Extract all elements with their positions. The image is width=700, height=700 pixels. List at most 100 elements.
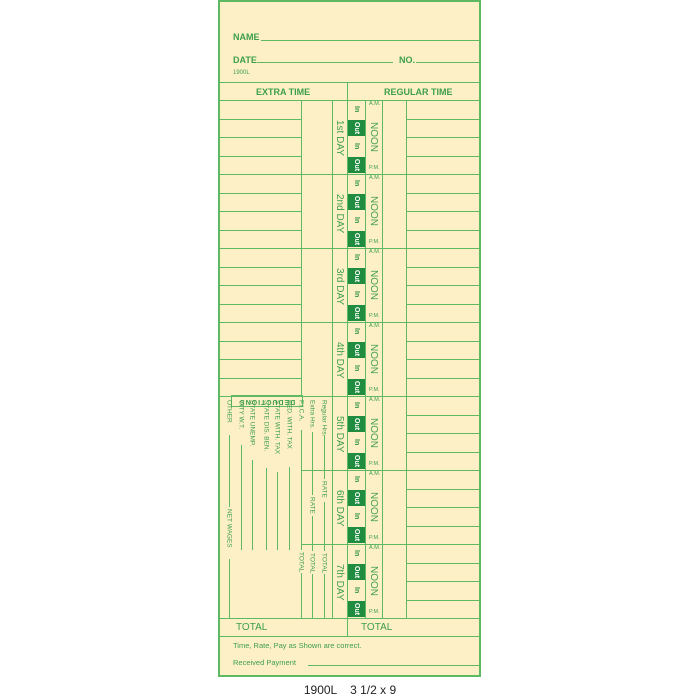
day-divider bbox=[301, 248, 406, 249]
total-right: TOTAL bbox=[361, 622, 393, 633]
punch-in-cell[interactable]: In bbox=[348, 545, 365, 562]
punch-label: In bbox=[353, 513, 360, 520]
punch-in-cell[interactable]: In bbox=[348, 323, 365, 340]
punch-out-cell[interactable]: Out bbox=[348, 489, 365, 506]
noon-label: NOON bbox=[368, 270, 379, 300]
day-label: 5th DAY bbox=[334, 416, 345, 453]
regular-time-row bbox=[406, 211, 481, 212]
punch-in-cell[interactable]: In bbox=[348, 212, 365, 229]
punch-out-cell[interactable]: Out bbox=[348, 452, 365, 469]
pm-label: P.M. bbox=[369, 535, 380, 541]
punch-label: Out bbox=[353, 232, 360, 245]
punch-out-cell[interactable]: Out bbox=[348, 267, 365, 284]
deduction-label: CITY W.T. bbox=[237, 400, 245, 430]
regular-time-heading: REGULAR TIME bbox=[384, 87, 453, 97]
product-caption: 1900L 3 1/2 x 9 bbox=[303, 683, 397, 697]
punch-out-cell[interactable]: Out bbox=[348, 378, 365, 395]
regular-time-row bbox=[406, 248, 481, 249]
rule-line bbox=[301, 100, 302, 396]
extra-time-row bbox=[220, 155, 301, 157]
rule-line bbox=[218, 82, 481, 83]
rule-line bbox=[382, 100, 383, 618]
date-field[interactable] bbox=[257, 62, 393, 63]
regular-time-row bbox=[406, 451, 481, 453]
am-label: A.M. bbox=[369, 101, 381, 107]
punch-in-cell[interactable]: In bbox=[348, 397, 365, 414]
total-label: TOTAL bbox=[297, 552, 305, 573]
am-label: A.M. bbox=[369, 471, 381, 477]
extra-time-row bbox=[220, 396, 301, 397]
regular-time-row bbox=[406, 192, 481, 194]
punch-out-cell[interactable]: Out bbox=[348, 526, 365, 543]
punch-out-cell[interactable]: Out bbox=[348, 415, 365, 432]
regular-time-row bbox=[406, 525, 481, 527]
punch-in-cell[interactable]: In bbox=[348, 175, 365, 192]
noon-label: NOON bbox=[368, 418, 379, 448]
pm-label: P.M. bbox=[369, 239, 380, 245]
deduction-line bbox=[324, 435, 325, 479]
noon-label: NOON bbox=[368, 196, 379, 226]
punch-in-cell[interactable]: In bbox=[348, 360, 365, 377]
punch-in-cell[interactable]: In bbox=[348, 582, 365, 599]
punch-in-cell[interactable]: In bbox=[348, 101, 365, 118]
deduction-line bbox=[301, 430, 302, 550]
punch-label: In bbox=[353, 291, 360, 298]
regular-time-row bbox=[406, 359, 481, 360]
extra-time-row bbox=[220, 137, 301, 138]
punch-in-cell[interactable]: In bbox=[348, 286, 365, 303]
extra-time-row bbox=[220, 359, 301, 360]
regular-time-row bbox=[406, 266, 481, 268]
deduction-line bbox=[229, 435, 230, 507]
punch-in-cell[interactable]: In bbox=[348, 434, 365, 451]
punch-label: Out bbox=[353, 491, 360, 504]
regular-time-row bbox=[406, 377, 481, 379]
punch-in-cell[interactable]: In bbox=[348, 249, 365, 266]
noon-label: NOON bbox=[368, 122, 379, 152]
deduction-line bbox=[277, 472, 278, 550]
punch-label: In bbox=[353, 143, 360, 150]
regular-time-row bbox=[406, 285, 481, 286]
punch-in-cell[interactable]: In bbox=[348, 471, 365, 488]
extra-time-row bbox=[220, 303, 301, 305]
day-divider bbox=[301, 174, 406, 175]
punch-in-cell[interactable]: In bbox=[348, 138, 365, 155]
deduction-line bbox=[324, 574, 325, 618]
rule-line bbox=[218, 636, 481, 637]
punch-in-cell[interactable]: In bbox=[348, 508, 365, 525]
punch-out-cell[interactable]: Out bbox=[348, 119, 365, 136]
regular-time-row bbox=[406, 433, 481, 434]
form-code: 1900L bbox=[233, 70, 250, 76]
regular-time-row bbox=[406, 581, 481, 582]
punch-out-cell[interactable]: Out bbox=[348, 563, 365, 580]
signature-field[interactable] bbox=[308, 665, 481, 666]
punch-label: In bbox=[353, 476, 360, 483]
deduction-label: STATE UNEMP. bbox=[248, 400, 256, 447]
punch-out-cell[interactable]: Out bbox=[348, 341, 365, 358]
total-left: TOTAL bbox=[236, 622, 268, 633]
punch-out-cell[interactable]: Out bbox=[348, 600, 365, 617]
day-divider bbox=[301, 470, 406, 471]
extra-time-row bbox=[220, 266, 301, 268]
punch-out-cell[interactable]: Out bbox=[348, 304, 365, 321]
center-divider bbox=[347, 82, 348, 636]
footer-statement: Time, Rate, Pay as Shown are correct. bbox=[233, 641, 362, 650]
number-field[interactable] bbox=[416, 62, 480, 63]
punch-out-cell[interactable]: Out bbox=[348, 193, 365, 210]
deduction-label: STATE DIS. BEN. bbox=[262, 400, 270, 452]
extra-time-row bbox=[220, 377, 301, 379]
punch-out-cell[interactable]: Out bbox=[348, 230, 365, 247]
extra-time-row bbox=[220, 340, 301, 342]
punch-out-cell[interactable]: Out bbox=[348, 156, 365, 173]
day-divider bbox=[301, 322, 406, 323]
punch-label: Out bbox=[353, 565, 360, 578]
punch-label: Out bbox=[353, 602, 360, 615]
regular-time-row bbox=[406, 118, 481, 120]
punch-label: In bbox=[353, 254, 360, 261]
pm-label: P.M. bbox=[369, 387, 380, 393]
deduction-line bbox=[252, 460, 253, 550]
day-label: 4th DAY bbox=[334, 342, 345, 379]
deduction-line bbox=[312, 574, 313, 618]
rule-line bbox=[332, 100, 333, 618]
name-field[interactable] bbox=[261, 40, 481, 41]
day-label: 2nd DAY bbox=[334, 194, 345, 234]
